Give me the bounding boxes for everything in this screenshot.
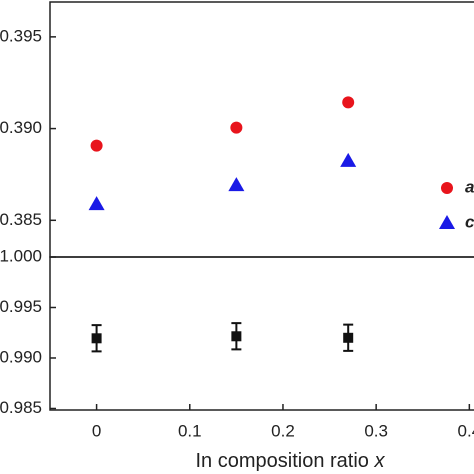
x-tick-label: 0.3 (364, 421, 388, 440)
x-tick-label: 0 (92, 421, 101, 440)
y-tick-label: 1.000 (0, 246, 42, 265)
x-label-var: x (373, 450, 385, 472)
plot-frame (49, 256, 474, 411)
y-tick-label: 0.390 (0, 118, 42, 137)
plot-frame (49, 1, 474, 258)
y-tick-label: 0.395 (0, 26, 42, 45)
y-tick-label: 0.990 (0, 347, 42, 366)
point (343, 332, 354, 343)
point (90, 139, 103, 152)
y-tick-label: 0.385 (0, 210, 42, 229)
legend-marker (441, 182, 453, 194)
point (342, 96, 355, 109)
y-tick-label: 0.985 (0, 398, 42, 417)
point (231, 331, 242, 342)
y-tick-label: 0.995 (0, 297, 42, 316)
point (230, 121, 243, 134)
point (228, 177, 245, 192)
legend-marker (439, 215, 455, 229)
x-axis-label: In composition ratio x (196, 450, 386, 472)
x-tick-label: 0.4 (458, 421, 474, 440)
x-tick-label: 0.2 (271, 421, 295, 440)
point (91, 333, 102, 344)
legend-label: c (465, 212, 474, 231)
point (88, 196, 105, 211)
x-tick-label: 0.1 (178, 421, 202, 440)
x-label-text: In composition ratio (196, 450, 375, 472)
legend-label: a (465, 177, 474, 196)
point (340, 152, 357, 167)
